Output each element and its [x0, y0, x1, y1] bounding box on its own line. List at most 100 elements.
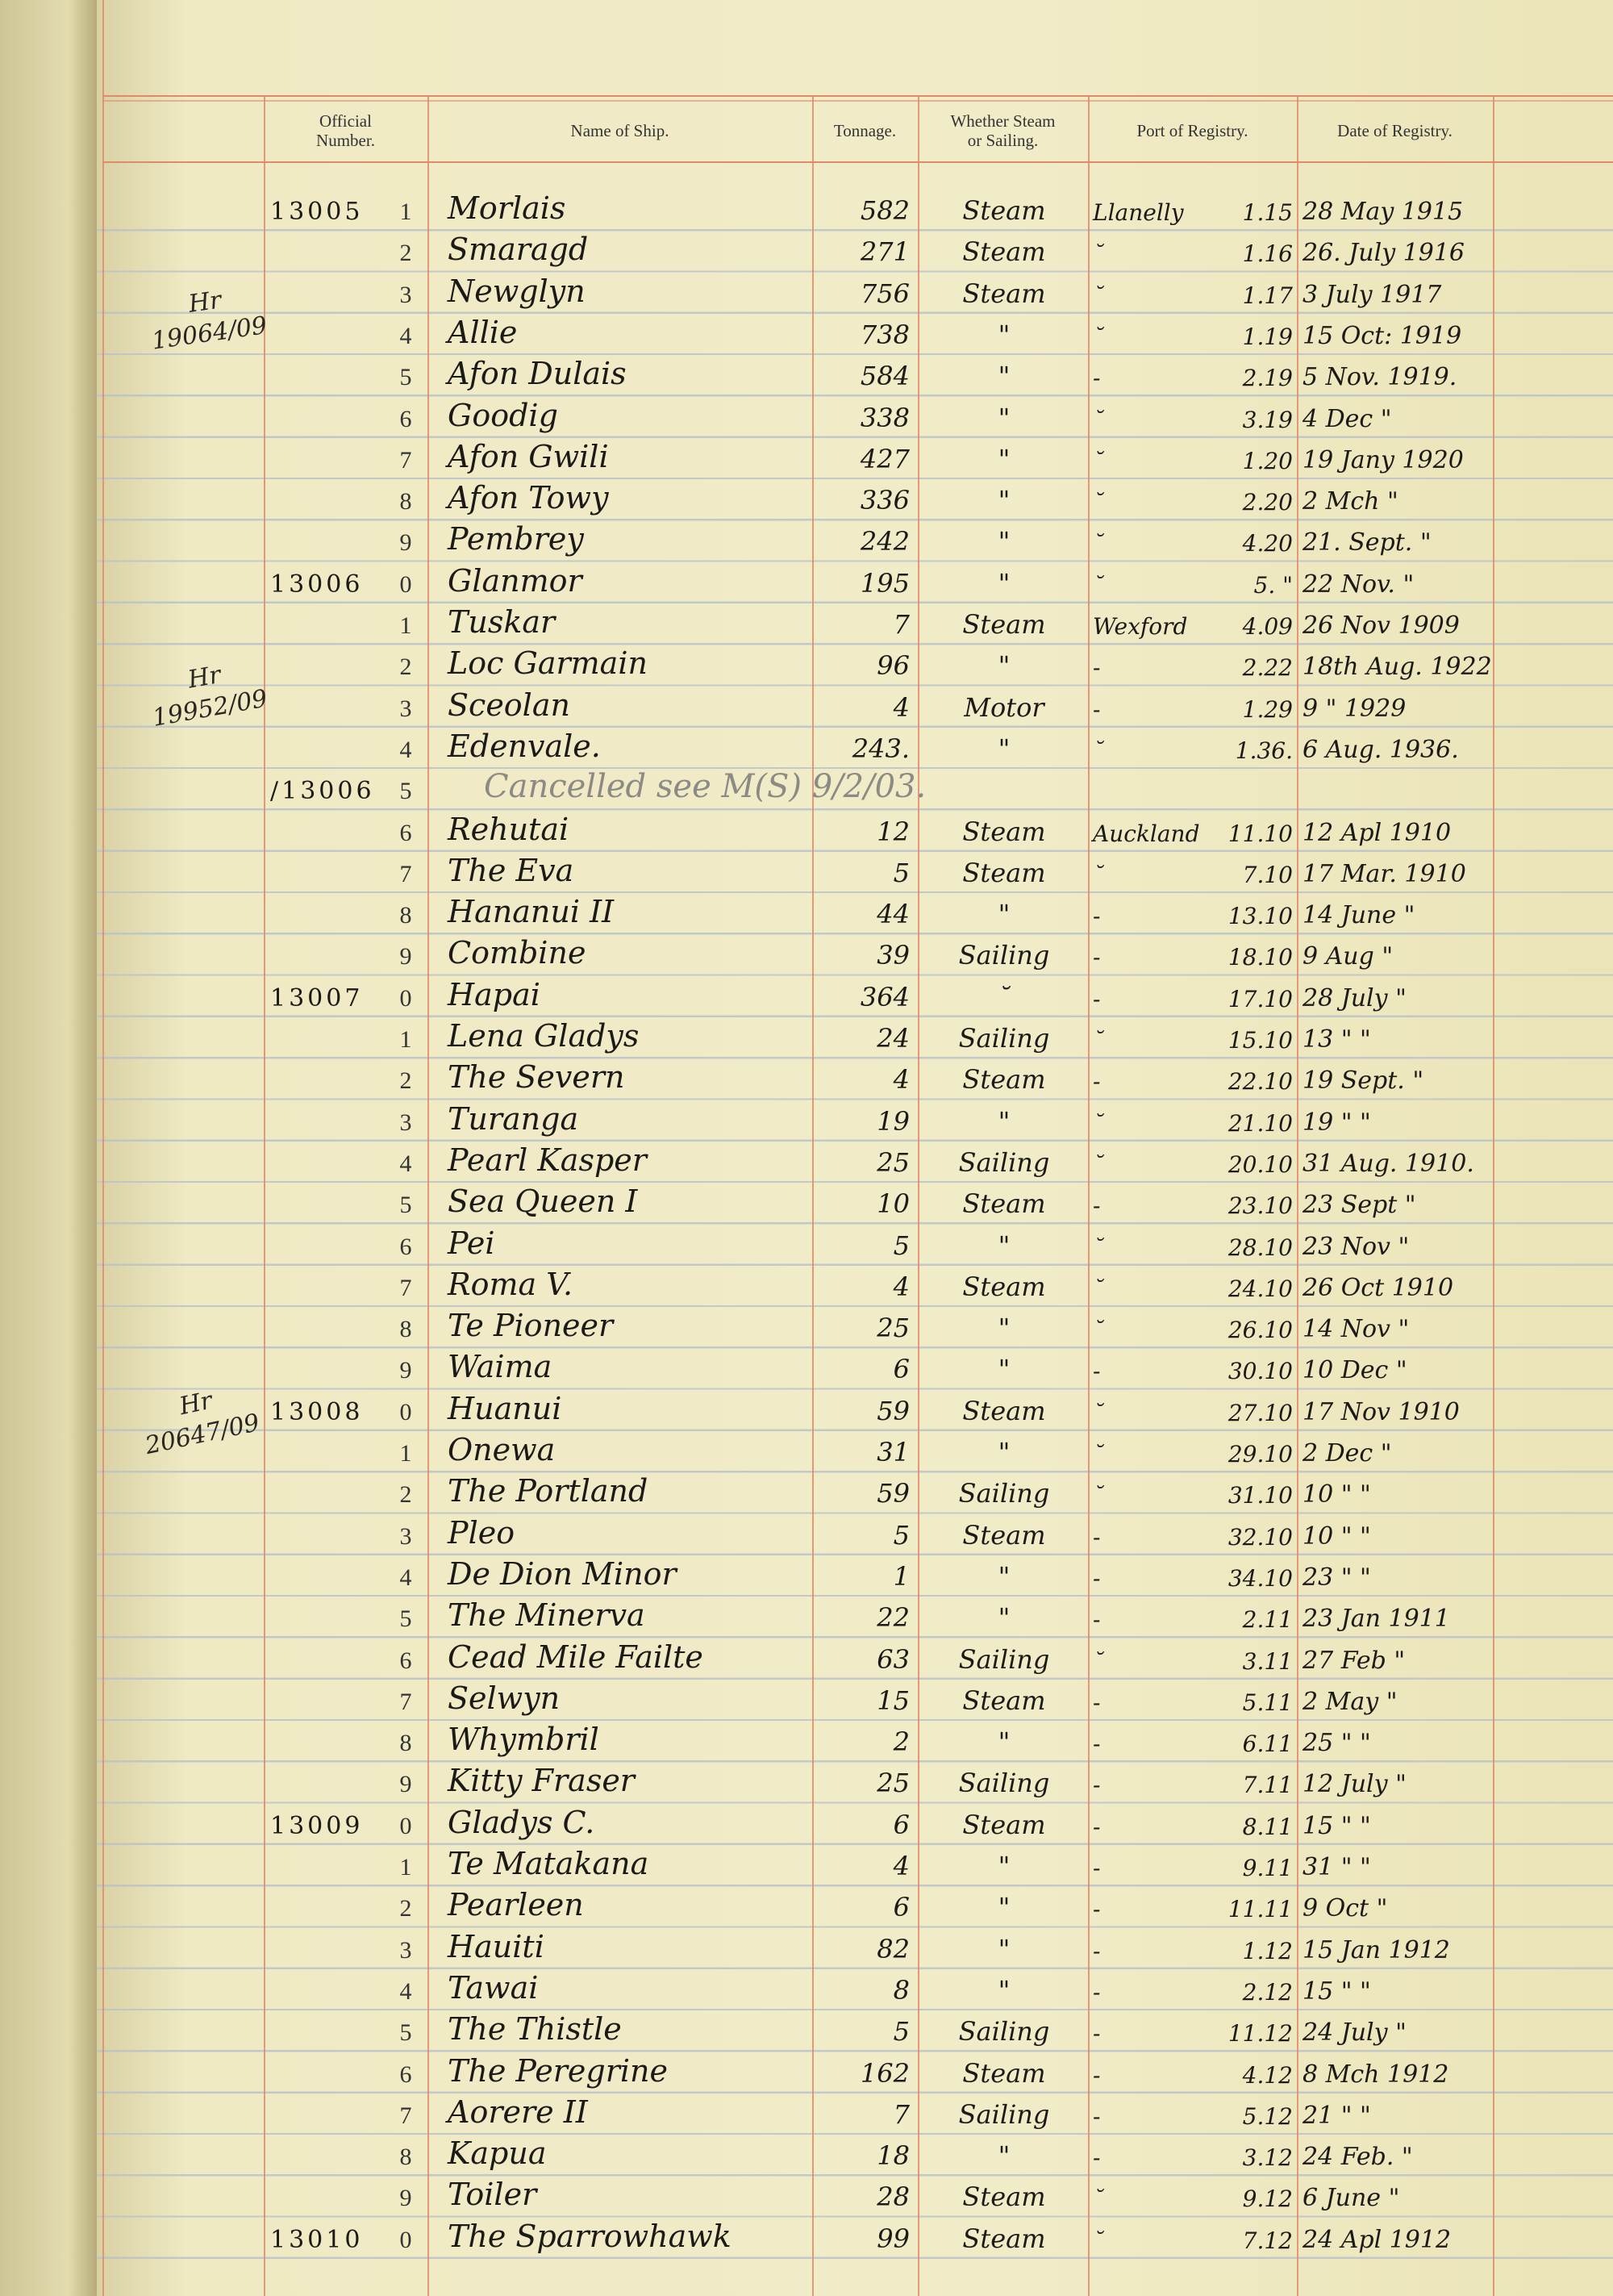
tonnage: 22: [877, 1602, 910, 1634]
table-row: 13005 1 Morlais 582 Steam Llanelly 1.15 28 May …: [0, 190, 1613, 231]
port-of-registry: ˘: [1093, 282, 1104, 309]
port-of-registry: -: [1093, 903, 1101, 930]
table-row: 8 Hananui II 44 " - 13.10 14 June ": [0, 893, 1613, 934]
port-of-registry: ˘: [1093, 1441, 1104, 1467]
date-of-registry: 26 Oct 1910: [1302, 1273, 1454, 1302]
port-of-registry: ˘: [1093, 2227, 1104, 2254]
port-number: 4.12: [1242, 2061, 1293, 2089]
date-of-registry: 31 Aug. 1910.: [1302, 1149, 1474, 1178]
tonnage: 4: [893, 691, 910, 723]
port-of-registry: -: [1093, 1855, 1101, 1881]
ship-name: De Dion Minor: [448, 1555, 677, 1592]
official-number-digit: 9: [399, 943, 412, 971]
steam-or-sailing: ": [998, 1105, 1011, 1137]
steam-or-sailing: Steam: [962, 1809, 1046, 1840]
steam-or-sailing: ": [998, 1974, 1011, 2006]
official-number-digit: 5: [399, 1192, 412, 1219]
steam-or-sailing: ": [998, 1229, 1011, 1261]
port-number: 7.10: [1242, 861, 1293, 888]
ship-name: Hauiti: [448, 1928, 544, 1964]
table-row: 13009 0 Gladys C. 6 Steam - 8.11 15 " ": [0, 1804, 1613, 1845]
port-of-registry: ˘: [1093, 571, 1104, 599]
official-number-digit: 3: [399, 1522, 412, 1550]
ship-name: Combine: [448, 935, 586, 971]
port-number: 3.12: [1242, 2144, 1293, 2172]
port-number: 4.09: [1242, 613, 1293, 640]
date-of-registry: 19 Sept. ": [1302, 1067, 1424, 1096]
port-number: 4.20: [1242, 530, 1293, 557]
tonnage: 63: [877, 1643, 910, 1675]
steam-or-sailing: Steam: [962, 816, 1046, 847]
ship-name: Te Matakana: [448, 1846, 649, 1881]
date-of-registry: 24 July ": [1302, 2018, 1407, 2048]
ship-name: Sceolan: [448, 687, 570, 723]
date-of-registry: 18th Aug. 1922: [1302, 653, 1492, 682]
table-row: 7 The Eva 5 Steam ˘ 7.10 17 Mar. 1910: [0, 852, 1613, 893]
port-of-registry: -: [1093, 2144, 1101, 2172]
port-of-registry: ˘: [1093, 530, 1104, 557]
official-number-prefix: 13008: [270, 1397, 364, 1426]
port-of-registry: ˘: [1093, 1027, 1104, 1054]
tonnage: 25: [877, 1768, 910, 1799]
tonnage: 271: [860, 236, 910, 268]
date-of-registry: 3 July 1917: [1302, 280, 1442, 309]
official-number-digit: 2: [399, 1067, 412, 1095]
ship-name: Pembrey: [448, 521, 584, 557]
port-of-registry: ˘: [1093, 240, 1104, 268]
tonnage: 162: [860, 2057, 910, 2089]
date-of-registry: 8 Mch 1912: [1302, 2060, 1449, 2089]
ship-name: Roma V.: [448, 1266, 573, 1302]
table-row: 7 Afon Gwili 427 " ˘ 1.20 19 Jany 1920: [0, 438, 1613, 479]
port-of-registry: ˘: [1093, 737, 1104, 764]
port-number: 7.11: [1242, 1772, 1293, 1799]
tonnage: 31: [877, 1437, 910, 1467]
port-number: 5.11: [1242, 1689, 1293, 1716]
port-of-registry: -: [1093, 2061, 1101, 2089]
table-row: 13007 0 Hapai 364 ˘ - 17.10 28 July ": [0, 976, 1613, 1017]
date-of-registry: 23 " ": [1302, 1563, 1371, 1592]
ship-name: Kitty Fraser: [448, 1763, 635, 1799]
official-number-digit: 9: [399, 1357, 412, 1384]
table-row: 1 Te Matakana 4 " - 9.11 31 " ": [0, 1845, 1613, 1886]
column-divider: [427, 95, 429, 2296]
port-of-registry: ˘: [1093, 1150, 1104, 1178]
official-number-digit: 4: [399, 736, 412, 763]
port-of-registry: ˘: [1093, 1482, 1104, 1509]
port-number: 5. ": [1253, 571, 1294, 599]
date-of-registry: 15 " ": [1302, 1811, 1371, 1840]
port-number: 1.17: [1242, 282, 1293, 309]
steam-or-sailing: Steam: [962, 1519, 1046, 1551]
tonnage: 5: [893, 1229, 910, 1261]
port-number: 30.10: [1227, 1358, 1293, 1385]
steam-or-sailing: Sailing: [958, 1023, 1050, 1054]
port-of-registry: -: [1093, 1689, 1101, 1716]
port-of-registry: ˘: [1093, 1399, 1104, 1426]
tonnage: 4: [893, 1271, 910, 1302]
date-of-registry: 14 Nov ": [1302, 1315, 1410, 1344]
steam-or-sailing: ": [998, 567, 1011, 599]
tonnage: 5: [893, 2016, 910, 2048]
port-of-registry: -: [1093, 1068, 1101, 1096]
date-of-registry: 28 July ": [1302, 983, 1407, 1012]
tonnage: 4: [893, 1064, 910, 1096]
table-row: /13006 5 Cancelled see M(S) 9/2/03.: [0, 768, 1613, 810]
table-row: 1 Onewa 31 " ˘ 29.10 2 Dec ": [0, 1431, 1613, 1472]
official-number-digit: 8: [399, 2144, 412, 2171]
table-row: 6 Goodig 338 " ˘ 3.19 4 Dec ": [0, 397, 1613, 438]
header-date-of-registry: Date of Registry.: [1337, 120, 1453, 140]
port-number: 1.29: [1242, 695, 1293, 723]
ship-name: Pearleen: [448, 1887, 584, 1923]
official-number-digit: 6: [399, 1647, 412, 1674]
port-of-registry: -: [1093, 1937, 1101, 1964]
date-of-registry: 10 " ": [1302, 1522, 1371, 1551]
header-bottom-rule: [102, 161, 1613, 163]
port-number: 3.11: [1242, 1647, 1293, 1675]
official-number-digit: 4: [399, 322, 412, 349]
official-number-digit: 0: [399, 1812, 412, 1839]
official-number-digit: 6: [399, 1233, 412, 1260]
ship-name: Waima: [448, 1349, 552, 1385]
ship-name: Te Pioneer: [448, 1308, 614, 1344]
date-of-registry: 6 June ": [1302, 2184, 1400, 2213]
date-of-registry: 22 Nov. ": [1302, 570, 1415, 599]
official-number-digit: 9: [399, 1771, 412, 1798]
